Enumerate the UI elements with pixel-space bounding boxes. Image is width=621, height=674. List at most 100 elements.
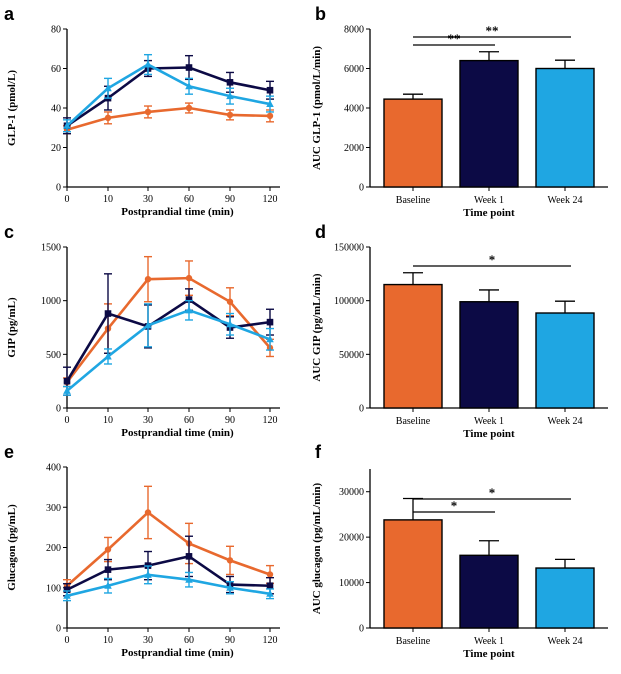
data-point <box>266 589 274 597</box>
y-tick-label: 2000 <box>344 143 364 154</box>
x-tick-label: 90 <box>225 194 235 205</box>
data-point <box>266 318 274 326</box>
bar-week-24 <box>535 67 595 188</box>
x-tick-label: 10 <box>103 194 113 205</box>
series-week24 <box>63 565 274 602</box>
bar-week-24 <box>535 312 595 409</box>
bar-baseline <box>383 283 443 409</box>
panel-c: c 0 500 1000 1500 GIP (pg/mL) 0 10 30 60 90 120 Post… <box>4 222 280 439</box>
data-point <box>185 104 193 112</box>
y-tick-label: 0 <box>56 624 61 635</box>
data-point <box>144 108 152 116</box>
x-axis-title: Postprandial time (min) <box>121 427 234 439</box>
y-tick-label: 20000 <box>339 533 364 544</box>
panel-d: d 0 50000 100000 150000 AUC GIP (pg/mL/min) Ba… <box>311 222 608 440</box>
data-point <box>226 92 234 100</box>
data-point <box>266 86 274 94</box>
data-point <box>104 114 112 122</box>
data-point <box>63 591 71 599</box>
y-tick-label: 8000 <box>344 25 364 36</box>
data-point <box>63 377 71 385</box>
data-point <box>185 82 193 90</box>
panel-a: a 0 20 40 60 80 GLP-1 (pmol/L) 0 10 30 60 90 120 Post… <box>4 4 280 218</box>
y-tick-label: 300 <box>46 503 61 514</box>
panel-letter: c <box>4 222 14 242</box>
panel-letter: e <box>4 442 14 462</box>
x-tick-label: 10 <box>103 415 113 426</box>
data-point <box>144 321 152 329</box>
y-tick-label: 0 <box>56 404 61 415</box>
panel-f: f 0 10000 20000 30000 AUC glucagon (pg/mL/min… <box>311 442 608 660</box>
data-point <box>226 320 234 328</box>
data-point <box>144 509 152 516</box>
data-point <box>226 557 234 564</box>
y-tick-label: 100 <box>46 583 61 594</box>
x-tick-label: 90 <box>225 415 235 426</box>
bar-baseline <box>383 98 443 188</box>
bar-week-1 <box>459 301 519 409</box>
significance-label: * <box>489 485 496 500</box>
x-tick-label: 30 <box>143 194 153 205</box>
data-point <box>104 546 112 553</box>
y-tick-label: 0 <box>359 183 364 194</box>
series-week24 <box>63 299 274 396</box>
x-axis-title: Postprandial time (min) <box>121 206 234 218</box>
data-point <box>144 276 152 283</box>
x-tick-label: 120 <box>263 415 278 426</box>
series-week1 <box>63 273 274 396</box>
x-tick-label: 0 <box>65 415 70 426</box>
y-axis-title: AUC GIP (pg/mL/min) <box>311 273 323 382</box>
x-tick-label: Week 1 <box>474 636 504 647</box>
data-point <box>185 575 193 583</box>
series-week24 <box>63 53 274 133</box>
data-point <box>63 121 71 129</box>
data-point <box>104 352 112 360</box>
y-axis-title: Glucagon (pg/mL) <box>6 504 18 591</box>
x-tick-label: 30 <box>143 635 153 646</box>
x-tick-label: Week 1 <box>474 195 504 206</box>
panel-b: b 0 2000 4000 6000 8000 AUC GLP-1 (pmol/L/min)… <box>311 4 608 219</box>
data-point <box>185 64 193 71</box>
y-axis-title: AUC glucagon (pg/mL/min) <box>311 482 323 614</box>
x-tick-label: Week 1 <box>474 416 504 427</box>
y-tick-label: 500 <box>46 350 61 361</box>
y-tick-label: 1500 <box>41 243 61 254</box>
panel-letter: f <box>315 442 322 462</box>
data-point <box>185 553 193 560</box>
x-tick-label: 10 <box>103 635 113 646</box>
panel-e: e 0 100 200 300 400 Glucagon (pg/mL) 0 10 30 60 90 1… <box>4 442 280 659</box>
x-tick-label: Baseline <box>396 636 431 647</box>
data-point <box>104 84 112 92</box>
data-point <box>266 112 274 120</box>
y-tick-label: 40 <box>51 104 61 115</box>
bar-week-1 <box>459 554 519 629</box>
y-tick-label: 6000 <box>344 64 364 75</box>
series-line <box>66 106 271 131</box>
x-tick-label: 0 <box>65 635 70 646</box>
y-tick-label: 400 <box>46 463 61 474</box>
bar-week-24 <box>535 567 595 629</box>
data-point <box>104 310 112 317</box>
x-tick-label: 30 <box>143 415 153 426</box>
series-line <box>66 308 271 392</box>
y-axis-title: GLP-1 (pmol/L) <box>6 70 18 146</box>
y-tick-label: 200 <box>46 543 61 554</box>
significance-label: * <box>489 252 496 267</box>
panel-letter: d <box>315 222 326 242</box>
y-tick-label: 4000 <box>344 104 364 115</box>
x-tick-label: 60 <box>184 635 194 646</box>
x-tick-label: 120 <box>263 194 278 205</box>
data-point <box>63 586 71 594</box>
panel-letter: a <box>4 4 15 24</box>
x-tick-label: Week 24 <box>547 416 582 427</box>
x-axis-title: Time point <box>463 428 515 440</box>
x-axis-title: Time point <box>463 648 515 660</box>
series-line <box>66 573 271 598</box>
data-point <box>226 111 234 119</box>
panel-letter: b <box>315 4 326 24</box>
y-axis-title: GIP (pg/mL) <box>6 297 18 358</box>
data-point <box>185 306 193 314</box>
data-point <box>104 581 112 589</box>
data-point <box>63 386 71 394</box>
